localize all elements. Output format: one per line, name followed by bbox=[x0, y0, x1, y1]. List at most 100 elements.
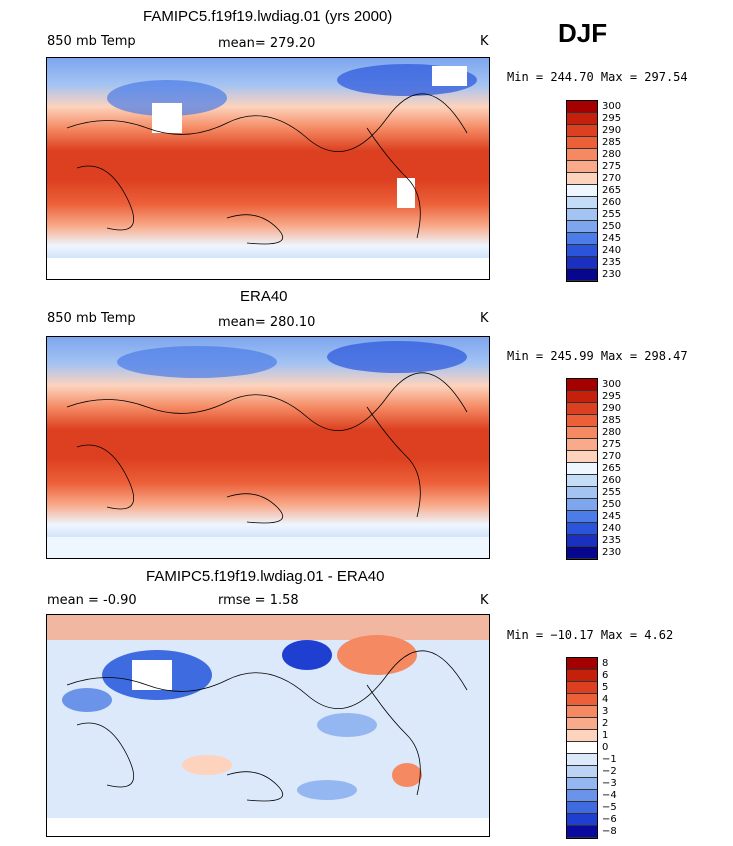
colorbar-segment bbox=[567, 185, 597, 197]
colorbar-tick-label: 255 bbox=[602, 209, 622, 220]
colorbar-tick-label: 290 bbox=[602, 403, 622, 414]
colorbar-segment bbox=[567, 379, 597, 391]
colorbar-tick-label: 2 bbox=[602, 718, 609, 729]
colorbar-segment bbox=[567, 742, 597, 754]
colorbar-tick-label: 250 bbox=[602, 221, 622, 232]
colorbar-tick-label: −5 bbox=[602, 802, 617, 813]
colorbar-tick-label: 6 bbox=[602, 670, 609, 681]
season-label: DJF bbox=[558, 18, 608, 48]
colorbar-segment bbox=[567, 415, 597, 427]
colorbar-segment bbox=[567, 706, 597, 718]
colorbar-tick-label: −2 bbox=[602, 766, 617, 777]
colorbar-segment bbox=[567, 439, 597, 451]
colorbar-segment bbox=[567, 802, 597, 814]
colorbar-segment bbox=[567, 535, 597, 547]
colorbar-segment bbox=[567, 233, 597, 245]
colorbar-segment bbox=[567, 245, 597, 257]
colorbar-tick-label: 295 bbox=[602, 391, 622, 402]
colorbar-segment bbox=[567, 499, 597, 511]
colorbar-segment bbox=[567, 221, 597, 233]
colorbar-tick-label: 5 bbox=[602, 682, 609, 693]
colorbar-segment bbox=[567, 173, 597, 185]
colorbar-segment bbox=[567, 451, 597, 463]
colorbar-segment bbox=[567, 694, 597, 706]
colorbar-tick-label: 1 bbox=[602, 730, 609, 741]
colorbar-segment bbox=[567, 547, 597, 559]
colorbar-segment bbox=[567, 257, 597, 269]
colorbar-tick-label: 245 bbox=[602, 511, 622, 522]
colorbar-segment bbox=[567, 658, 597, 670]
panel-units-label: K bbox=[480, 34, 489, 49]
colorbar-segment bbox=[567, 197, 597, 209]
colorbar-segment bbox=[567, 487, 597, 499]
colorbar-segment bbox=[567, 814, 597, 826]
panel-variable-label: 850 mb Temp bbox=[47, 34, 136, 49]
panel-minmax: Min = 245.99 Max = 298.47 bbox=[507, 349, 688, 363]
colorbar-segment bbox=[567, 523, 597, 535]
colorbar-segment bbox=[567, 113, 597, 125]
colorbar-tick-label: 290 bbox=[602, 125, 622, 136]
colorbar-tick-label: 285 bbox=[602, 415, 622, 426]
panel-mean-label: mean= 279.20 bbox=[218, 36, 316, 51]
colorbar-tick-label: 250 bbox=[602, 499, 622, 510]
colorbar-segment bbox=[567, 137, 597, 149]
panel-rmse-label: rmse = 1.58 bbox=[218, 593, 299, 608]
colorbar-segment bbox=[567, 730, 597, 742]
colorbar-segment bbox=[567, 209, 597, 221]
colorbar-tick-label: 4 bbox=[602, 694, 609, 705]
colorbar-tick-label: −8 bbox=[602, 826, 617, 837]
panel-variable-label: 850 mb Temp bbox=[47, 311, 136, 326]
colorbar-segment bbox=[567, 790, 597, 802]
colorbar-tick-label: 275 bbox=[602, 161, 622, 172]
colorbar-tick-label: 260 bbox=[602, 475, 622, 486]
panel-title-diff: FAMIPC5.f19f19.lwdiag.01 - ERA40 bbox=[146, 568, 385, 585]
colorbar-segment bbox=[567, 463, 597, 475]
panel-units-label: K bbox=[480, 593, 489, 608]
colorbar-tick-label: 295 bbox=[602, 113, 622, 124]
colorbar-tick-label: 8 bbox=[602, 658, 609, 669]
colorbar-segment bbox=[567, 475, 597, 487]
colorbar-model bbox=[566, 100, 598, 282]
colorbar-tick-label: −3 bbox=[602, 778, 617, 789]
colorbar-tick-label: 0 bbox=[602, 742, 609, 753]
colorbar-segment bbox=[567, 754, 597, 766]
colorbar-tick-label: 270 bbox=[602, 451, 622, 462]
colorbar-obs bbox=[566, 378, 598, 560]
colorbar-segment bbox=[567, 670, 597, 682]
colorbar-tick-label: 265 bbox=[602, 185, 622, 196]
colorbar-tick-label: 245 bbox=[602, 233, 622, 244]
colorbar-tick-label: −1 bbox=[602, 754, 617, 765]
colorbar-tick-label: 230 bbox=[602, 269, 622, 280]
colorbar-tick-label: −4 bbox=[602, 790, 617, 801]
colorbar-tick-label: 280 bbox=[602, 427, 622, 438]
colorbar-tick-label: 260 bbox=[602, 197, 622, 208]
colorbar-segment bbox=[567, 125, 597, 137]
colorbar-segment bbox=[567, 511, 597, 523]
colorbar-segment bbox=[567, 149, 597, 161]
panel-minmax: Min = −10.17 Max = 4.62 bbox=[507, 628, 674, 642]
colorbar-tick-label: 235 bbox=[602, 535, 622, 546]
colorbar-tick-label: 270 bbox=[602, 173, 622, 184]
panel-minmax: Min = 244.70 Max = 297.54 bbox=[507, 70, 688, 84]
colorbar-tick-label: 255 bbox=[602, 487, 622, 498]
colorbar-segment bbox=[567, 391, 597, 403]
colorbar-segment bbox=[567, 682, 597, 694]
map-era40-850mb-temp bbox=[46, 336, 490, 559]
colorbar-segment bbox=[567, 101, 597, 113]
colorbar-tick-label: 230 bbox=[602, 547, 622, 558]
colorbar-segment bbox=[567, 778, 597, 790]
panel-title-obs: ERA40 bbox=[240, 288, 288, 305]
colorbar-tick-label: 300 bbox=[602, 101, 622, 112]
colorbar-tick-label: 285 bbox=[602, 137, 622, 148]
colorbar-segment bbox=[567, 766, 597, 778]
colorbar-tick-label: 275 bbox=[602, 439, 622, 450]
colorbar-tick-label: 265 bbox=[602, 463, 622, 474]
colorbar-tick-label: 3 bbox=[602, 706, 609, 717]
panel-mean-label: mean= 280.10 bbox=[218, 315, 316, 330]
colorbar-diff bbox=[566, 657, 598, 839]
panel-mean-label: mean = -0.90 bbox=[47, 593, 137, 608]
map-difference-850mb-temp bbox=[46, 614, 490, 837]
colorbar-segment bbox=[567, 826, 597, 838]
colorbar-segment bbox=[567, 403, 597, 415]
colorbar-tick-label: 235 bbox=[602, 257, 622, 268]
